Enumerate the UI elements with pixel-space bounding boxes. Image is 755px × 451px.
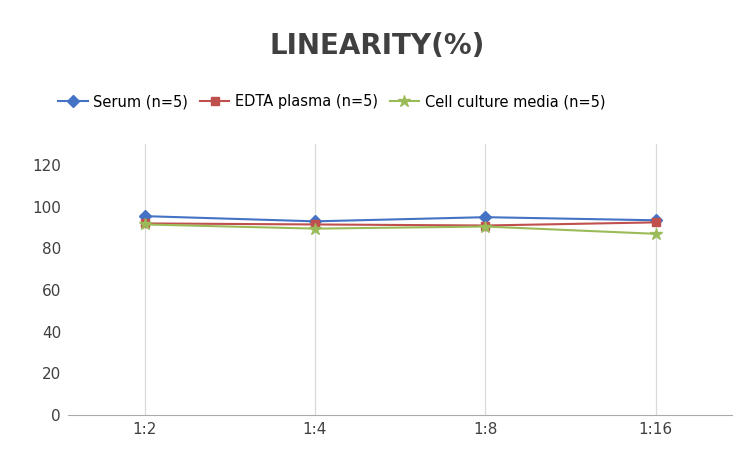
- Text: LINEARITY(%): LINEARITY(%): [270, 32, 485, 60]
- Legend: Serum (n=5), EDTA plasma (n=5), Cell culture media (n=5): Serum (n=5), EDTA plasma (n=5), Cell cul…: [53, 88, 611, 115]
